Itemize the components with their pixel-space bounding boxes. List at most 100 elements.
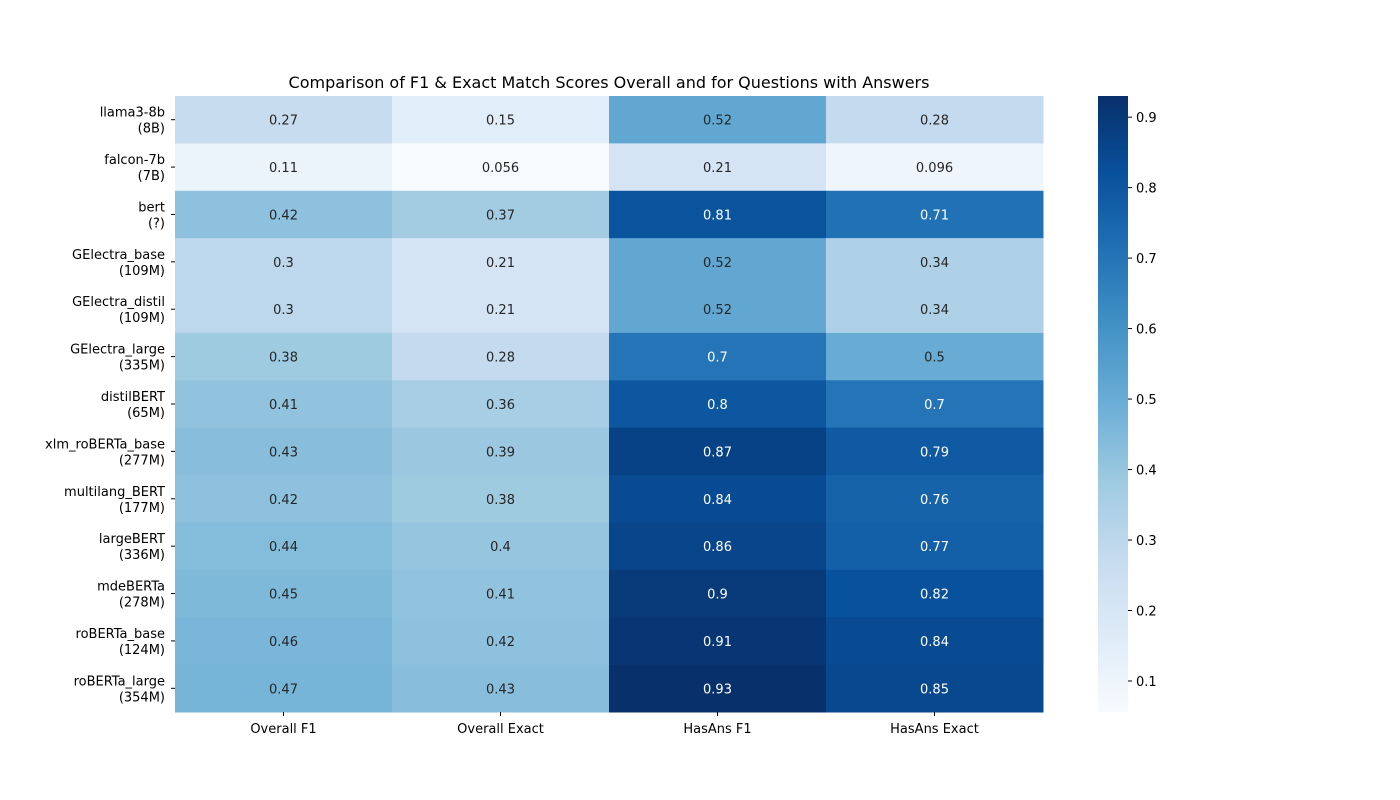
colorbar: 0.1 0.2 0.3 0.4 0.5 0.6 0.7 0.8 0.9	[1098, 96, 1157, 712]
colorbar-gradient	[1098, 96, 1128, 712]
cell-value-label: 0.93	[703, 682, 732, 697]
heatmap-cell	[609, 332, 827, 381]
row-label-params: (124M)	[119, 643, 165, 658]
heatmap-cell	[392, 143, 610, 192]
heatmap-cell	[609, 475, 827, 523]
cell-value-label: 0.39	[486, 445, 515, 460]
cell-value-label: 0.38	[486, 493, 515, 508]
cell-value-label: 0.87	[703, 445, 732, 460]
cell-value-label: 0.21	[703, 161, 732, 176]
heatmap-cell	[609, 617, 827, 666]
cell-value-label: 0.5	[924, 351, 945, 366]
row-label-name: llama3-8b	[100, 106, 165, 121]
row-label-name: roBERTa_large	[74, 674, 165, 689]
heatmap-cell	[609, 522, 827, 571]
row-label-name: GElectra_base	[72, 248, 165, 263]
heatmap-cell	[392, 332, 610, 381]
cell-value-label: 0.86	[703, 540, 732, 555]
heatmap-cell	[175, 569, 393, 618]
heatmap-cell	[175, 143, 393, 192]
cell-value-label: 0.3	[273, 303, 294, 318]
row-label-params: (277M)	[119, 453, 165, 468]
heatmap-cell	[609, 427, 827, 476]
row-label-name: distilBERT	[101, 390, 165, 405]
cell-value-label: 0.79	[920, 445, 949, 460]
cell-value-label: 0.7	[924, 398, 945, 413]
heatmap-cell	[392, 190, 610, 239]
column-label: HasAns F1	[683, 722, 751, 737]
cell-value-label: 0.37	[486, 208, 515, 223]
heatmap-cell	[175, 332, 393, 381]
heatmap-cell	[175, 475, 393, 523]
heatmap-cell	[609, 664, 827, 713]
cell-value-label: 0.27	[269, 114, 298, 129]
heatmap-cell	[826, 617, 1044, 666]
colorbar-tick-label: 0.2	[1136, 605, 1157, 620]
colorbar-tick-label: 0.4	[1136, 464, 1157, 479]
heatmap-cell	[609, 190, 827, 239]
cell-value-label: 0.77	[920, 540, 949, 555]
colorbar-tick-label: 0.7	[1136, 252, 1157, 267]
cell-value-label: 0.42	[269, 493, 298, 508]
heatmap-cell	[392, 522, 610, 571]
colorbar-tick-label: 0.6	[1136, 323, 1157, 338]
heatmap-cell	[175, 285, 393, 334]
cell-value-label: 0.85	[920, 682, 949, 697]
row-label-name: roBERTa_base	[76, 627, 165, 642]
cell-value-label: 0.056	[482, 161, 519, 176]
heatmap-cell	[392, 569, 610, 618]
row-label-name: falcon-7b	[104, 153, 165, 168]
heatmap-cell	[826, 285, 1044, 334]
cell-value-label: 0.34	[920, 303, 949, 318]
row-label-name: GElectra_distil	[72, 295, 165, 310]
row-label-params: (?)	[148, 216, 165, 231]
cell-value-label: 0.46	[269, 635, 298, 650]
cell-value-label: 0.21	[486, 303, 515, 318]
cell-value-label: 0.9	[707, 588, 728, 603]
cell-value-label: 0.71	[920, 208, 949, 223]
row-label-name: GElectra_large	[70, 343, 165, 358]
heatmap-cell	[175, 380, 393, 429]
colorbar-tick-label: 0.9	[1136, 111, 1157, 126]
cell-value-label: 0.3	[273, 256, 294, 271]
cell-value-label: 0.15	[486, 114, 515, 129]
heatmap-cell	[609, 380, 827, 429]
cell-value-label: 0.52	[703, 114, 732, 129]
cell-value-label: 0.42	[486, 635, 515, 650]
row-label-params: (7B)	[138, 169, 165, 184]
colorbar-tick-label: 0.1	[1136, 675, 1157, 690]
column-label: Overall Exact	[457, 722, 544, 737]
row-label-params: (8B)	[138, 122, 165, 137]
row-label-name: bert	[138, 200, 165, 215]
cell-value-label: 0.36	[486, 398, 515, 413]
column-label: Overall F1	[250, 722, 316, 737]
column-labels: Overall F1 Overall Exact HasAns F1 HasAns E…	[250, 712, 979, 737]
cell-value-label: 0.34	[920, 256, 949, 271]
cell-value-label: 0.7	[707, 351, 728, 366]
cell-value-label: 0.47	[269, 682, 298, 697]
cell-value-label: 0.41	[269, 398, 298, 413]
heatmap-cell	[175, 238, 393, 287]
colorbar-tick-label: 0.5	[1136, 393, 1157, 408]
row-label-params: (354M)	[119, 690, 165, 705]
heatmap-cell	[826, 332, 1044, 381]
row-label-params: (336M)	[119, 548, 165, 563]
column-label: HasAns Exact	[890, 722, 979, 737]
heatmap-cell	[392, 427, 610, 476]
cell-value-label: 0.8	[707, 398, 728, 413]
heatmap-cell	[609, 285, 827, 334]
heatmap-cell	[826, 569, 1044, 618]
heatmap-cell	[392, 238, 610, 287]
heatmap-cell	[826, 380, 1044, 429]
row-label-params: (278M)	[119, 596, 165, 611]
heatmap-cell	[392, 475, 610, 523]
cell-value-label: 0.52	[703, 303, 732, 318]
cell-value-label: 0.28	[486, 351, 515, 366]
row-label-params: (335M)	[119, 359, 165, 374]
heatmap-cell	[826, 427, 1044, 476]
heatmap-cell	[175, 664, 393, 713]
heatmap-cell	[826, 664, 1044, 713]
cell-value-label: 0.81	[703, 208, 732, 223]
